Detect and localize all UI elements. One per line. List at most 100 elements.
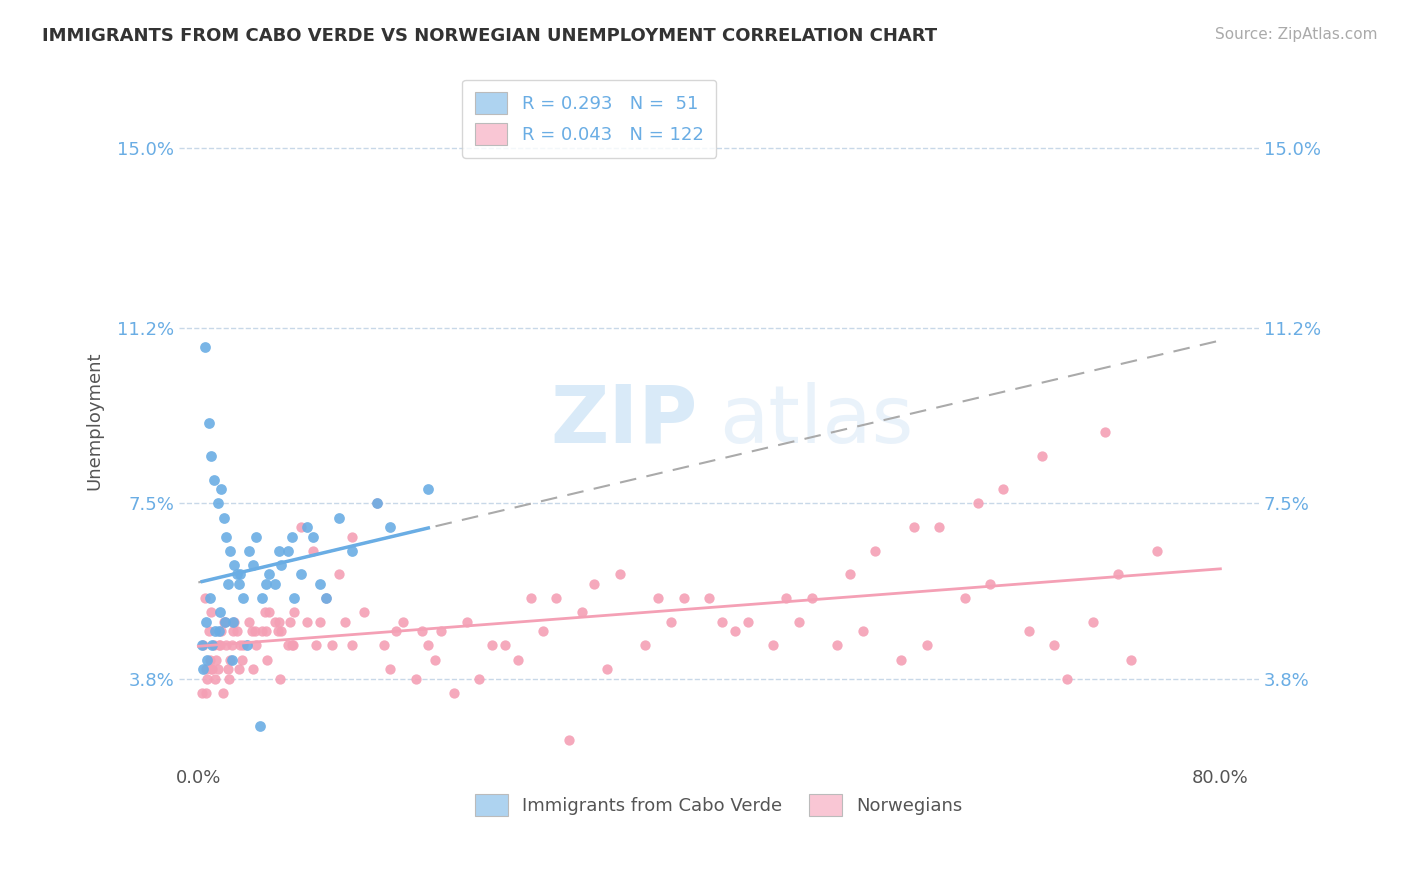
Point (257, 567, 280, 582)
Point (290, 567, 312, 582)
Point (1119, 653, 1142, 667)
Point (243, 624, 266, 639)
Point (204, 672, 226, 686)
Point (405, 672, 427, 686)
Point (194, 340, 217, 354)
Point (267, 543, 290, 558)
Point (245, 530, 267, 544)
Point (366, 496, 388, 510)
Point (418, 639, 440, 653)
Point (209, 605, 232, 619)
Point (200, 449, 222, 463)
Point (208, 639, 231, 653)
Point (250, 591, 273, 606)
Point (672, 591, 695, 606)
Point (267, 615, 290, 629)
Point (217, 662, 239, 676)
Text: ZIP: ZIP (550, 382, 697, 459)
Point (202, 639, 225, 653)
Point (214, 615, 236, 629)
Point (195, 686, 218, 700)
Point (838, 567, 860, 582)
Point (191, 639, 214, 653)
Point (280, 530, 302, 544)
Point (993, 483, 1015, 497)
Point (283, 591, 305, 606)
Point (232, 639, 254, 653)
Point (217, 577, 239, 591)
Point (250, 624, 273, 639)
Point (340, 639, 363, 653)
Point (531, 624, 554, 639)
Point (229, 567, 252, 582)
Point (266, 624, 288, 639)
Point (1031, 449, 1053, 463)
Point (219, 653, 242, 667)
Point (200, 662, 222, 676)
Point (225, 624, 247, 639)
Point (800, 591, 823, 606)
Point (340, 543, 363, 558)
Point (290, 520, 312, 534)
Point (224, 615, 246, 629)
Point (219, 543, 242, 558)
Point (1146, 543, 1168, 558)
Point (270, 624, 292, 639)
Point (1094, 425, 1116, 440)
Point (915, 639, 938, 653)
Point (240, 624, 263, 639)
Point (193, 639, 215, 653)
Point (711, 615, 734, 629)
Point (295, 615, 318, 629)
Point (209, 483, 232, 497)
Point (583, 577, 606, 591)
Point (264, 577, 287, 591)
Point (647, 591, 669, 606)
Point (211, 686, 233, 700)
Point (634, 639, 657, 653)
Point (228, 577, 250, 591)
Point (224, 558, 246, 572)
Point (209, 624, 232, 639)
Point (699, 591, 721, 606)
Point (264, 615, 287, 629)
Point (229, 639, 252, 653)
Point (328, 567, 350, 582)
Point (865, 543, 887, 558)
Point (195, 615, 218, 629)
Point (270, 558, 292, 572)
Point (197, 416, 219, 430)
Point (953, 591, 976, 606)
Text: atlas: atlas (718, 382, 914, 459)
Point (328, 510, 350, 524)
Point (269, 672, 291, 686)
Point (201, 662, 224, 676)
Point (825, 639, 848, 653)
Point (194, 591, 217, 606)
Point (430, 624, 453, 639)
Point (207, 662, 229, 676)
Point (198, 653, 221, 667)
Point (609, 567, 631, 582)
Point (558, 733, 581, 747)
Point (1081, 615, 1104, 629)
Point (335, 615, 357, 629)
Point (737, 615, 759, 629)
Point (238, 543, 260, 558)
Point (215, 530, 238, 544)
Point (193, 662, 215, 676)
Point (378, 520, 401, 534)
Point (254, 577, 277, 591)
Point (254, 624, 277, 639)
Y-axis label: Unemployment: Unemployment (86, 351, 103, 490)
Point (305, 639, 328, 653)
Point (1043, 639, 1066, 653)
Point (928, 520, 950, 534)
Point (418, 483, 440, 497)
Point (762, 639, 785, 653)
Point (302, 530, 325, 544)
Point (277, 543, 299, 558)
Text: Source: ZipAtlas.com: Source: ZipAtlas.com (1215, 27, 1378, 42)
Point (221, 639, 243, 653)
Point (1056, 672, 1078, 686)
